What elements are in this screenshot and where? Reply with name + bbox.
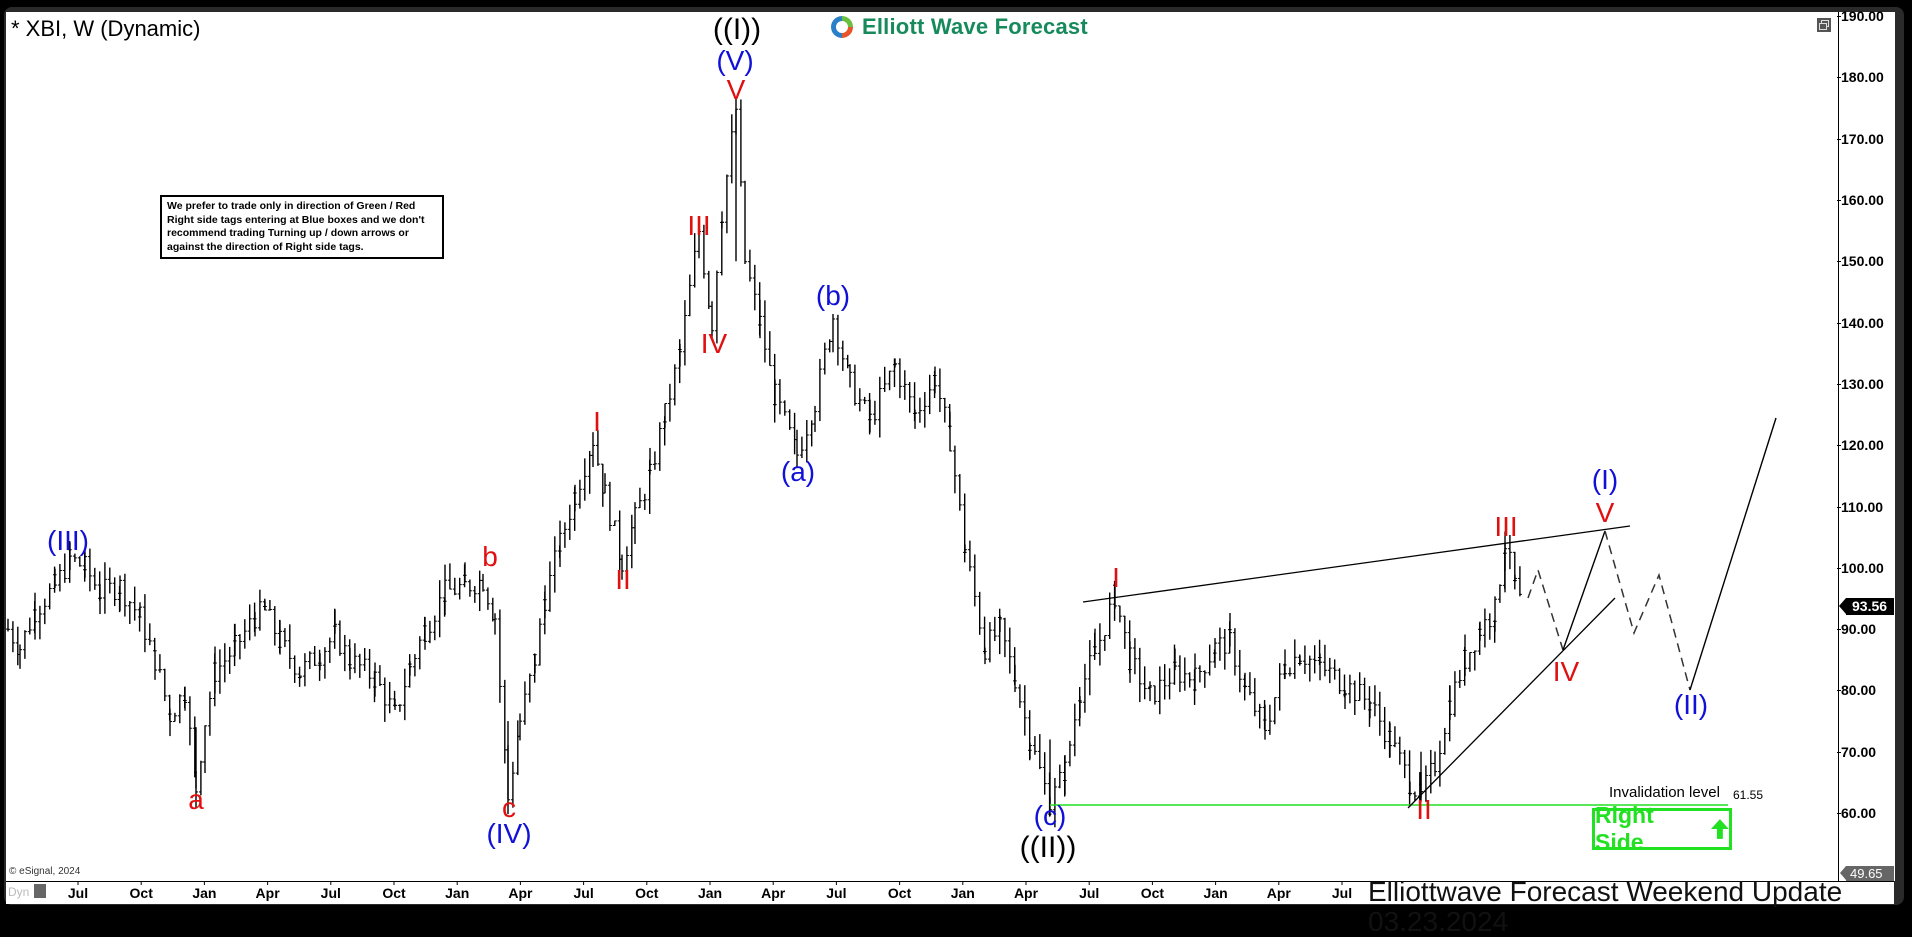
wave-label: V: [1595, 497, 1615, 528]
wave-label: III: [687, 210, 711, 241]
wave-label: ((I)): [712, 13, 762, 46]
wave-label: IV: [700, 328, 728, 359]
price-tick: 60.00: [1836, 805, 1877, 821]
wave-label: a: [188, 784, 204, 815]
wave-label: IV: [1552, 656, 1580, 687]
brand-logo: Elliott Wave Forecast: [828, 13, 1088, 41]
time-tick: Jan: [950, 885, 975, 901]
wave-label: (V): [716, 45, 754, 76]
wave-label: V: [726, 74, 746, 105]
wave-label: b: [482, 541, 498, 572]
time-tick: Jul: [826, 885, 847, 901]
time-tick: Jul: [1331, 885, 1353, 901]
restore-window-icon[interactable]: [1817, 18, 1831, 32]
price-tick: 80.00: [1836, 682, 1877, 699]
price-chart: [6, 97, 1777, 885]
price-tick: 90.00: [1836, 621, 1877, 638]
time-tick: Apr: [508, 885, 533, 901]
chart-title: * XBI, W (Dynamic): [11, 16, 201, 41]
wave-label: (III): [47, 525, 89, 556]
lock-icon[interactable]: [34, 884, 46, 898]
time-tick: Apr: [761, 885, 786, 901]
time-tick: Apr: [1013, 885, 1039, 901]
price-tick: 170.00: [1837, 130, 1884, 147]
price-tick: 110.00: [1836, 498, 1884, 515]
wave-label: (c): [1033, 800, 1067, 831]
wave-label: (I): [1591, 464, 1619, 495]
time-tick: Jan: [192, 885, 217, 901]
footer-title: Elliottwave Forecast Weekend Update 03.2…: [1368, 876, 1843, 937]
time-tick: Oct: [129, 885, 153, 901]
price-tick: 160.00: [1837, 192, 1884, 208]
wave-label: II: [615, 564, 631, 595]
price-tick: 130.00: [1837, 375, 1884, 392]
time-tick: Jan: [445, 885, 470, 901]
dynamic-mode-label[interactable]: Dyn: [8, 885, 30, 899]
wave-label: I: [1112, 562, 1120, 593]
right-side-label: Right Side: [1595, 802, 1654, 855]
time-tick: Jan: [1203, 885, 1228, 901]
price-tick: 140.00: [1837, 314, 1884, 331]
wave-label: (II): [1673, 689, 1709, 720]
wave-label: II: [1416, 794, 1432, 825]
brand-swirl-icon: [831, 16, 853, 38]
time-tick: Apr: [1266, 885, 1291, 901]
wave-label: (b): [815, 280, 851, 311]
time-tick: Jul: [573, 885, 594, 901]
invalidation-label: Invalidation level: [1609, 784, 1720, 801]
wave-label: I: [593, 406, 601, 437]
price-tick: 180.00: [1837, 69, 1884, 86]
time-axis[interactable]: [6, 881, 1894, 904]
wave-label: c: [502, 792, 516, 823]
price-tick: 70.00: [1836, 743, 1877, 760]
right-side-tag: Right Side: [1592, 802, 1732, 855]
price-tick: 190.00: [1837, 8, 1884, 25]
wave-label: ((II)): [1019, 831, 1077, 864]
chart-plot-area[interactable]: [6, 12, 1838, 881]
time-tick: Jul: [67, 885, 89, 901]
trading-note: We prefer to trade only in direction of …: [160, 195, 444, 259]
last-price-badge: 93.56: [1839, 598, 1894, 615]
wave-label: (IV): [486, 818, 532, 849]
time-tick: Oct: [382, 885, 406, 901]
time-tick: Jul: [1079, 885, 1100, 901]
price-tick: 100.00: [1837, 559, 1884, 576]
price-axis[interactable]: [1838, 12, 1895, 881]
wave-label: (a): [780, 456, 816, 487]
arrow-up-icon: [1711, 819, 1729, 839]
wave-label: III: [1494, 511, 1518, 542]
low-price-badge: 49.65: [1840, 866, 1894, 881]
time-tick: Apr: [255, 885, 280, 901]
copyright: © eSignal, 2024: [9, 866, 81, 877]
time-tick: Jan: [697, 885, 723, 901]
price-tick: 150.00: [1837, 253, 1884, 270]
invalidation-value: 61.55: [1733, 788, 1764, 802]
time-tick: Oct: [887, 885, 912, 901]
time-tick: Oct: [1140, 885, 1165, 901]
brand-name: Elliott Wave Forecast: [862, 14, 1088, 39]
time-tick: Jul: [320, 885, 341, 901]
time-tick: Oct: [635, 885, 659, 901]
price-tick: 120.00: [1837, 437, 1884, 454]
